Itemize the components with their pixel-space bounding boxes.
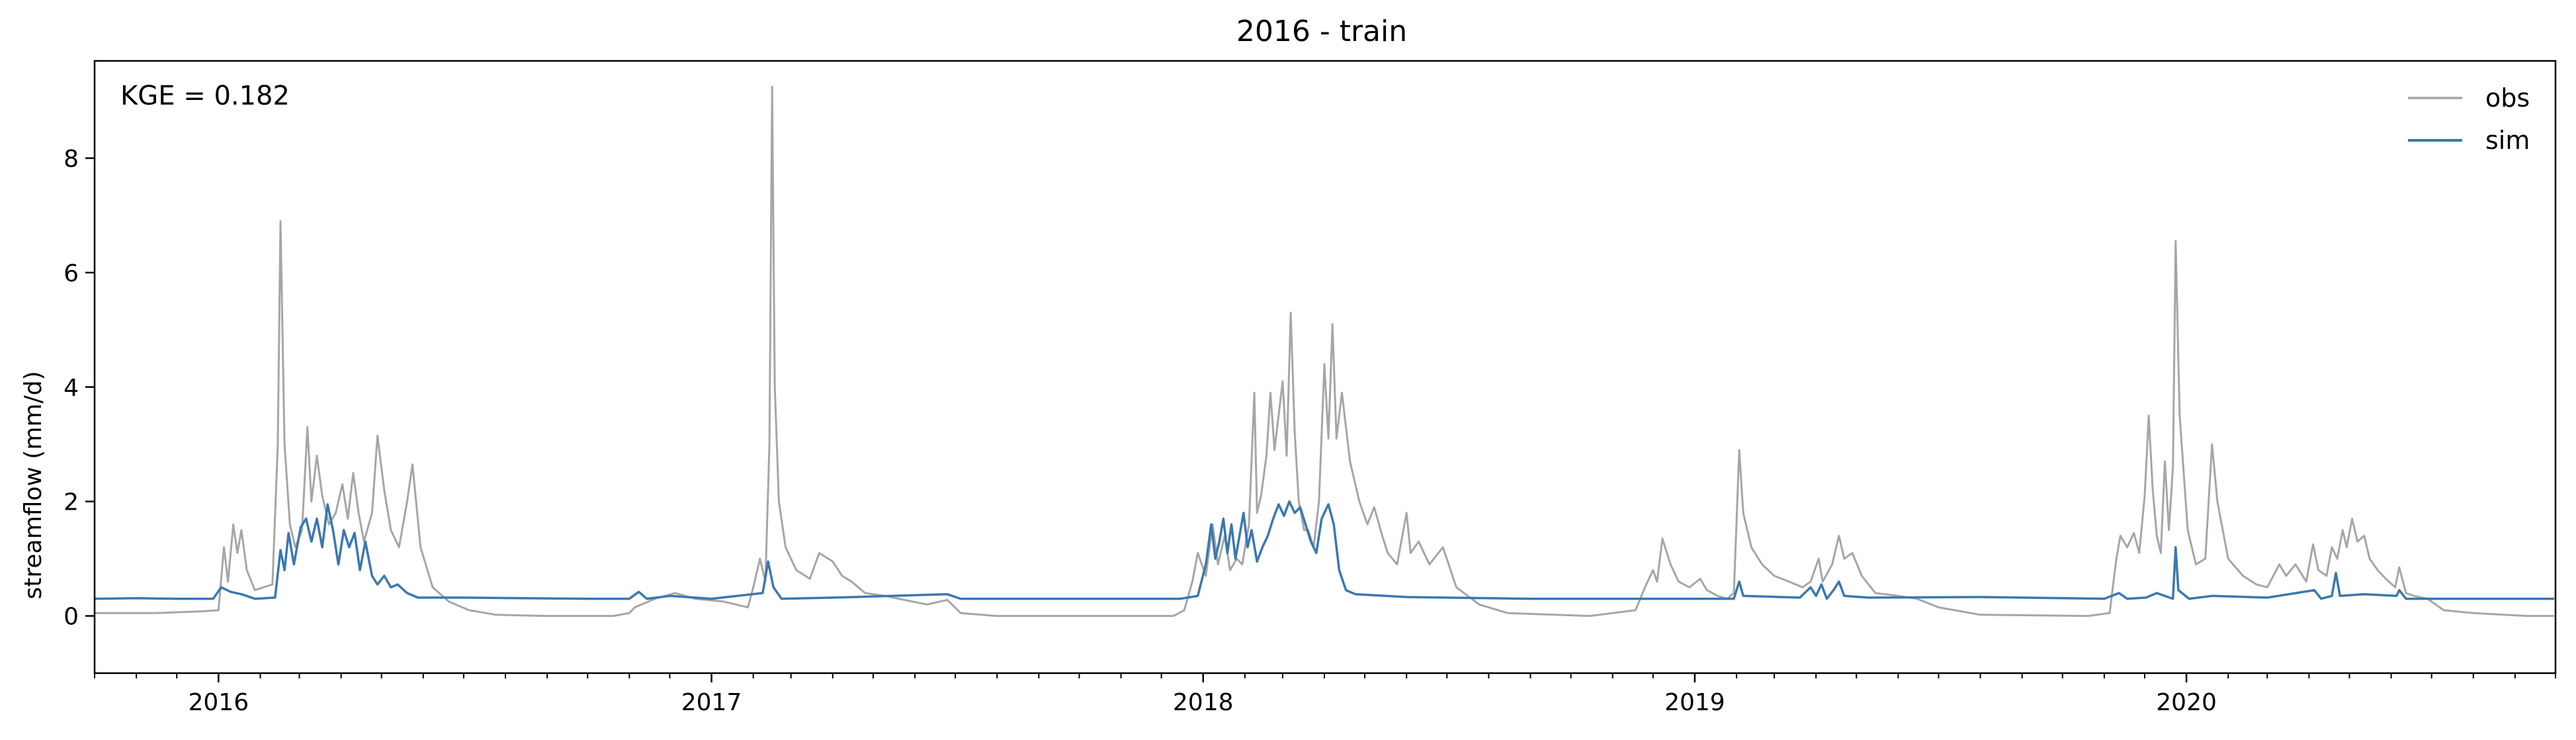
x-tick-label: 2017: [681, 689, 742, 716]
x-tick-label: 2016: [189, 689, 249, 716]
plot-frame: [93, 60, 2557, 674]
legend: obs sim: [2408, 83, 2530, 155]
x-tick-label: 2018: [1173, 689, 1234, 716]
y-tick-label: 0: [64, 604, 79, 631]
kge-annotation: KGE = 0.182: [120, 81, 290, 111]
y-tick-label: 6: [64, 260, 79, 287]
series-layer: [94, 85, 2554, 618]
legend-sim-label: sim: [2485, 126, 2530, 155]
chart-title: 2016 - train: [1236, 15, 1407, 48]
y-axis-label: streamflow (mm/d): [20, 371, 47, 600]
series-line-sim: [94, 500, 2554, 600]
x-tick-label: 2020: [2156, 689, 2217, 716]
plot-area: 0 2 4 6 8 2016 2017 2018 2019 2020: [64, 60, 2557, 716]
y-axis-ticks: 0 2 4 6 8: [64, 146, 95, 631]
series-line-obs: [95, 85, 2554, 618]
legend-obs-label: obs: [2485, 83, 2530, 113]
x-axis-ticks: 2016 2017 2018 2019 2020: [94, 673, 2556, 716]
y-tick-label: 2: [64, 489, 79, 516]
y-tick-label: 4: [64, 375, 79, 402]
y-tick-label: 8: [64, 146, 79, 173]
x-tick-label: 2019: [1664, 689, 1725, 716]
